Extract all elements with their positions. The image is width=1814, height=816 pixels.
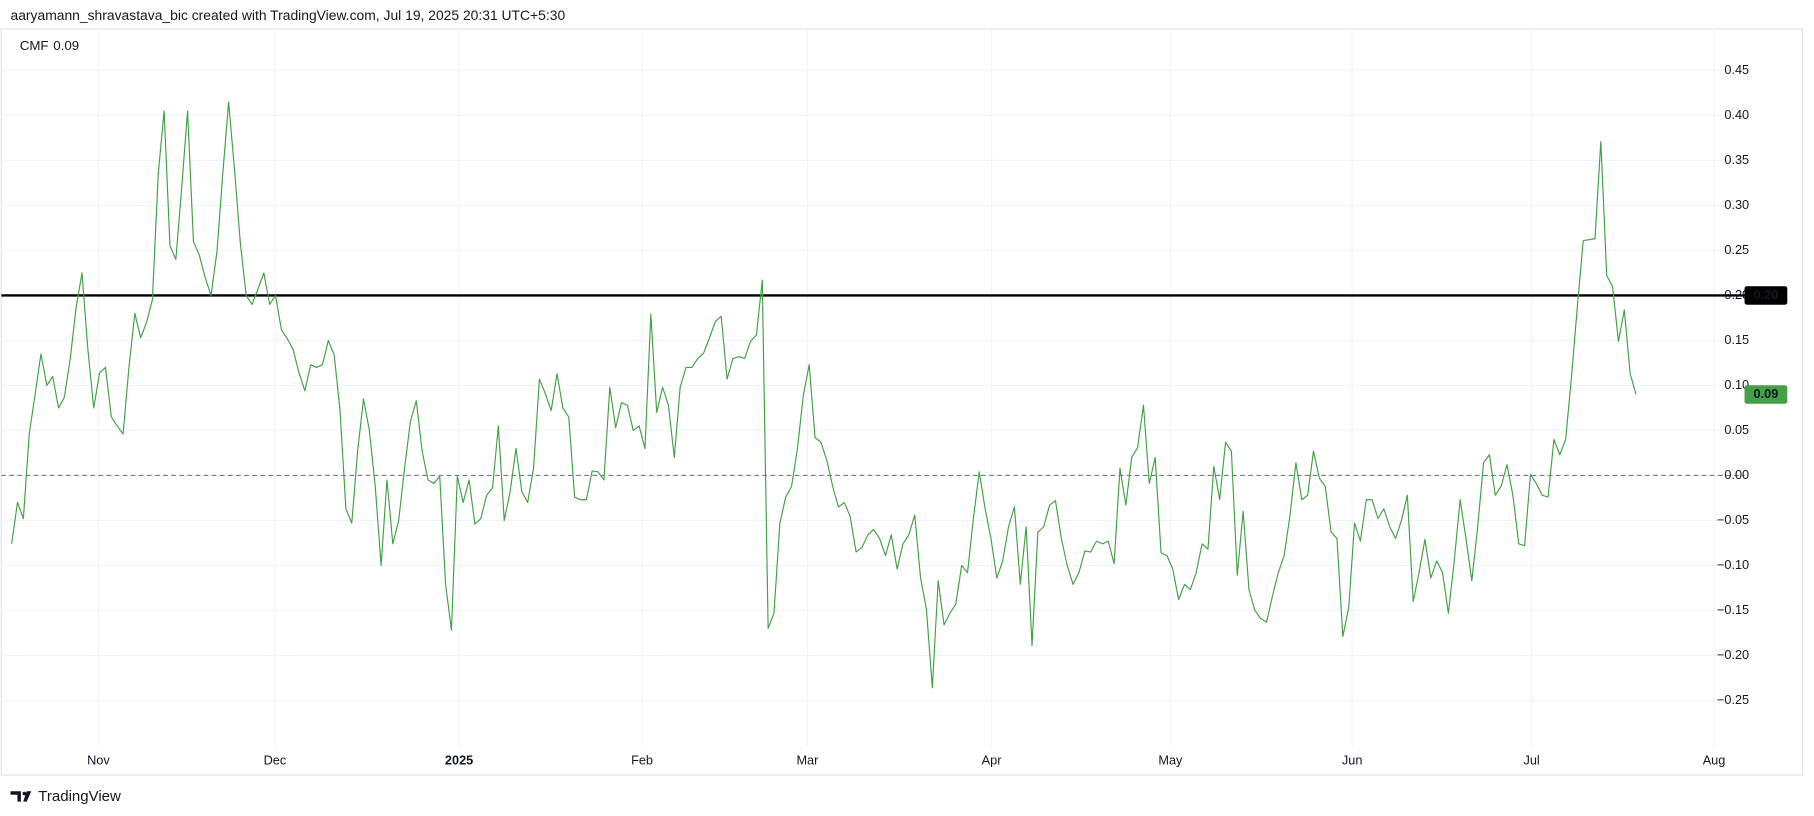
x-tick-label: 2025 [445,753,473,768]
y-tick-label: 0.35 [1724,152,1749,167]
x-tick-label: Jul [1524,753,1540,768]
y-tick-label: −0.10 [1717,557,1749,572]
price-label: 0.09 [1754,386,1779,401]
legend-value: 0.09 [53,38,79,53]
y-tick-label: 0.00 [1724,467,1749,482]
price-label-bg [1744,385,1788,404]
chart-frame [0,28,1803,776]
footer-logo [10,791,32,802]
y-tick-label: 0.25 [1724,242,1749,257]
y-tick-label: 0.05 [1724,422,1749,437]
legend-name: CMF [20,38,49,53]
y-tick-label: 0.40 [1724,107,1749,122]
logo-part [22,791,27,796]
x-tick-label: Jun [1342,753,1363,768]
y-tick-label: −0.20 [1717,647,1749,662]
footer-brand: TradingView [38,788,121,805]
y-tick-label: 0.45 [1724,62,1749,77]
x-tick-label: Mar [796,753,819,768]
series-line [11,101,1637,689]
hline-label: 0.20 [1754,287,1779,302]
x-tick-label: Aug [1703,753,1726,768]
header-text: aaryamann_shravastava_bic created with T… [10,7,565,23]
x-tick-label: Feb [631,753,653,768]
x-tick-label: May [1158,753,1183,768]
y-tick-label: −0.05 [1717,512,1749,527]
x-tick-label: Apr [982,753,1003,768]
logo-part [10,791,21,802]
x-tick-label: Nov [87,753,110,768]
labels: 0.45 0.40 0.35 0.30 0.25 0.20 0.15 0.10 0.05 0.00… [20,38,1788,768]
x-tick-label: Dec [264,753,287,768]
y-tick-label: −0.25 [1717,692,1749,707]
plot [1,101,1745,689]
y-tick-label: 0.15 [1724,332,1749,347]
logo-part [23,791,32,802]
y-tick-label: −0.15 [1717,602,1749,617]
y-tick-label: 0.30 [1724,197,1749,212]
y-tick-label: 0.10 [1724,377,1749,392]
hline-label-bg [1744,286,1788,305]
y-tick-label: 0.20 [1724,287,1749,302]
